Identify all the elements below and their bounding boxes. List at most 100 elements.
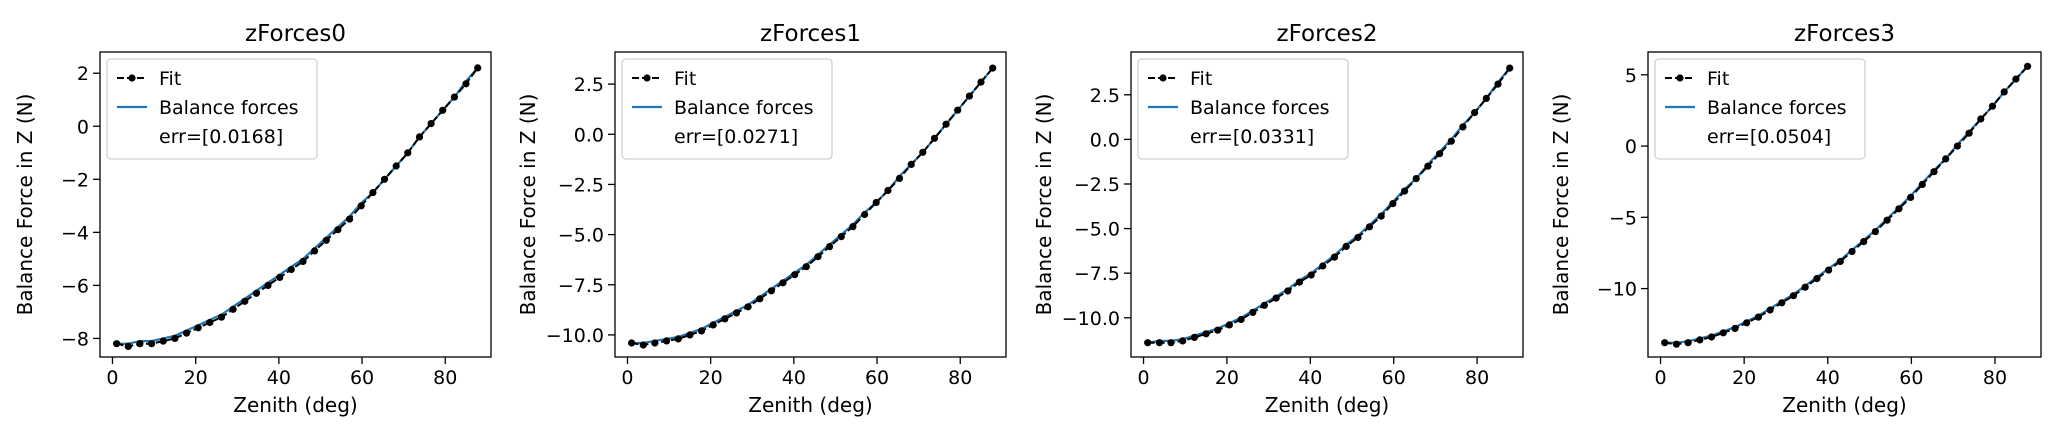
fit-point: [1330, 253, 1339, 261]
fit-point: [404, 149, 412, 157]
fit-point: [148, 340, 156, 348]
fit-point: [1401, 187, 1409, 195]
chart-title: zForces1: [760, 21, 861, 47]
fit-point: [1436, 150, 1444, 158]
x-tick-label: 40: [782, 367, 806, 389]
fit-point: [767, 287, 776, 295]
fit-point: [136, 340, 144, 348]
y-tick-label: −10.0: [1062, 308, 1120, 330]
fit-point: [686, 331, 694, 339]
legend-fit-label: Fit: [674, 68, 696, 90]
fit-point: [1471, 109, 1479, 117]
legend-err-label: err=[0.0168]: [159, 126, 283, 148]
y-tick-label: 5: [1625, 65, 1637, 87]
fit-point: [1813, 275, 1821, 283]
fit-point: [826, 243, 834, 251]
fit-point: [1424, 162, 1432, 170]
fit-point: [1319, 262, 1327, 270]
fit-point: [697, 327, 706, 335]
x-tick-label: 20: [699, 367, 723, 389]
fit-point: [732, 309, 741, 317]
fit-point: [322, 236, 330, 244]
fit-point: [1179, 337, 1187, 345]
fit-point: [1284, 287, 1292, 295]
fit-point: [194, 324, 202, 332]
fit-point: [1895, 205, 1903, 213]
fit-point: [977, 78, 985, 86]
fit-point: [663, 337, 671, 345]
x-tick-label: 40: [1816, 367, 1840, 389]
fit-point: [1789, 292, 1798, 300]
x-tick-label: 20: [1732, 367, 1756, 389]
fit-point: [1295, 278, 1304, 286]
legend-box: [1654, 58, 1866, 160]
fit-point: [1754, 313, 1762, 321]
fit-point: [814, 253, 822, 261]
fit-point: [1942, 155, 1950, 163]
fit-point: [334, 226, 342, 234]
legend: Fit Balance forces err=[0.0504]: [1654, 58, 1866, 160]
y-tick-label: −10: [1597, 279, 1637, 301]
fit-point: [837, 233, 845, 241]
y-tick-label: −7.5: [1074, 263, 1120, 285]
fit-point: [357, 202, 365, 210]
fit-point: [427, 120, 435, 128]
plot-frame: [1130, 51, 1524, 358]
x-tick-label: 0: [106, 367, 118, 389]
fit-point: [1459, 123, 1467, 131]
fit-point: [1202, 330, 1210, 338]
y-tick-label: −7.5: [558, 275, 604, 297]
legend-box: [106, 58, 318, 160]
y-tick-label: −5.0: [558, 225, 604, 247]
fit-point: [1307, 271, 1315, 279]
legend-box: [621, 58, 833, 160]
fit-point: [1389, 200, 1397, 208]
fit-point: [1977, 115, 1985, 123]
fit-point: [1731, 324, 1739, 333]
fit-point: [709, 321, 717, 329]
y-tick-label: 0: [77, 116, 89, 138]
fit-point: [884, 186, 892, 195]
fit-point: [1155, 339, 1163, 347]
legend-err-label: err=[0.0504]: [1707, 126, 1831, 148]
legend-balance-label: Balance forces: [1707, 97, 1847, 119]
fit-point: [1871, 228, 1879, 236]
fit-point: [450, 93, 458, 101]
fit-point: [965, 92, 974, 100]
y-tick-label: −8: [61, 328, 89, 350]
y-tick-label: −2.5: [1074, 174, 1120, 196]
fit-point: [1144, 339, 1152, 347]
x-tick-label: 60: [865, 367, 889, 389]
fit-point: [1214, 326, 1222, 334]
fit-point: [380, 175, 389, 183]
fit-point: [276, 273, 284, 281]
fit-point: [1342, 242, 1350, 250]
fit-point: [252, 289, 260, 297]
x-tick-label: 0: [621, 367, 633, 389]
x-tick-label: 0: [1137, 367, 1149, 389]
fit-point: [1907, 193, 1915, 201]
fit-point: [415, 133, 424, 141]
fit-point: [217, 313, 226, 321]
y-tick-label: 0: [1625, 136, 1637, 158]
fit-point: [1225, 321, 1233, 329]
fit-point: [2012, 75, 2020, 83]
fit-point: [346, 215, 354, 223]
fit-point: [1672, 340, 1680, 348]
x-tick-label: 20: [1215, 367, 1239, 389]
fit-point: [1684, 339, 1692, 347]
y-tick-label: −5.0: [1074, 219, 1120, 241]
legend-fit-label: Fit: [1707, 68, 1729, 90]
fit-point: [1953, 142, 1961, 150]
x-tick-label: 0: [1654, 367, 1666, 389]
fit-point: [1930, 168, 1938, 176]
fit-point: [1190, 333, 1198, 341]
y-tick-label: −10.0: [546, 325, 604, 347]
fit-point: [2000, 88, 2008, 96]
fit-point: [229, 305, 237, 313]
chart-panel-2: zForces2 0 20 40 60 80 −10.0 −7.5 −5.0 −2.5 0.0 2.5…: [1032, 21, 1524, 417]
x-axis-label: Zenith (deg): [1265, 393, 1389, 417]
fit-point: [1661, 339, 1669, 347]
x-tick-label: 60: [1899, 367, 1923, 389]
x-tick-label: 20: [184, 367, 208, 389]
